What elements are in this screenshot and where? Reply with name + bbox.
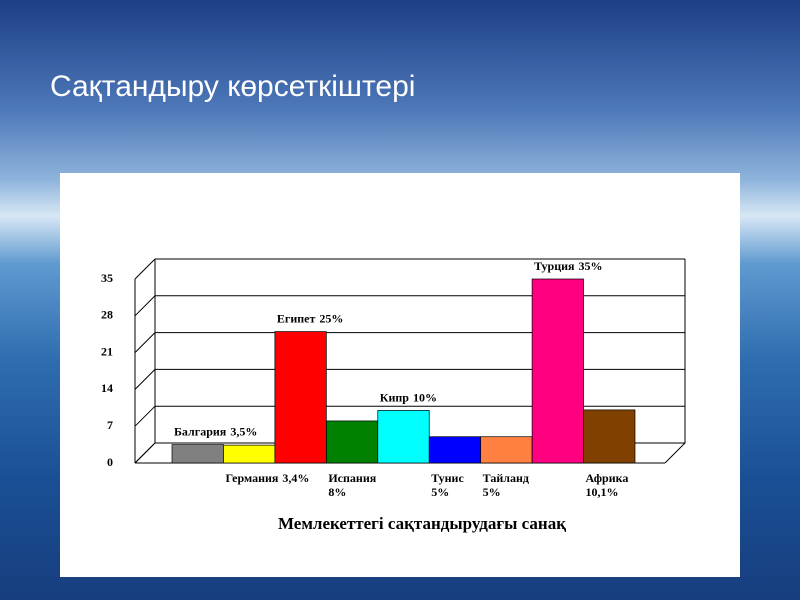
value-label: 10,1% (586, 485, 619, 499)
category-label: Турция (534, 259, 575, 273)
data-label: Тайланд 5% (483, 471, 529, 499)
grid-line (134, 405, 685, 427)
data-label: Кипр 10% (380, 390, 437, 404)
bar (274, 331, 327, 464)
category-label: Испания (328, 471, 376, 485)
category-label: Германия (225, 471, 278, 485)
bar (531, 278, 584, 464)
value-label: 5% (483, 485, 501, 499)
category-label: Египет (277, 311, 316, 325)
data-label: Германия 3,4% (225, 471, 309, 485)
data-label: Турция 35% (534, 259, 602, 273)
y-tick-label: 7 (107, 418, 113, 432)
y-tick-label: 14 (101, 381, 113, 395)
category-label: Тунис (431, 471, 464, 485)
value-label: 3,5% (230, 424, 257, 438)
y-tick-label: 35 (101, 271, 113, 285)
value-label: 3,4% (282, 471, 309, 485)
data-label: Африка 10,1% (586, 471, 629, 499)
bar (377, 410, 430, 464)
category-label: Африка (586, 471, 629, 485)
bar (171, 444, 224, 464)
grid-line (134, 258, 685, 280)
grid-line (134, 332, 685, 353)
y-tick-label: 28 (101, 308, 113, 322)
category-label: Тайланд (483, 471, 529, 485)
bar (583, 409, 636, 464)
data-label: Испания 8% (328, 471, 376, 499)
chart-panel (60, 173, 740, 577)
value-label: 25% (319, 311, 343, 325)
slide-title: Сақтандыру көрсеткіштері (50, 70, 416, 103)
grid-line (134, 368, 685, 390)
value-label: 8% (328, 485, 346, 499)
value-label: 10% (413, 390, 437, 404)
bar (428, 436, 482, 464)
floor-right (664, 442, 686, 464)
x-axis-title: Мемлекеттегі сақтандырудағы санақ (278, 514, 566, 533)
y-tick-label: 21 (101, 344, 113, 358)
data-label: Тунис 5% (431, 471, 464, 499)
category-label: Балгария (174, 424, 227, 438)
category-label: Кипр (380, 390, 410, 404)
bar (325, 420, 379, 464)
grid-line (134, 295, 685, 317)
value-label: 5% (431, 485, 449, 499)
y-tick-label: 0 (107, 455, 113, 469)
data-label: Балгария 3,5% (174, 424, 257, 438)
data-label: Египет 25% (277, 311, 344, 325)
value-label: 35% (579, 259, 603, 273)
bar (480, 436, 533, 464)
bar (223, 444, 276, 464)
